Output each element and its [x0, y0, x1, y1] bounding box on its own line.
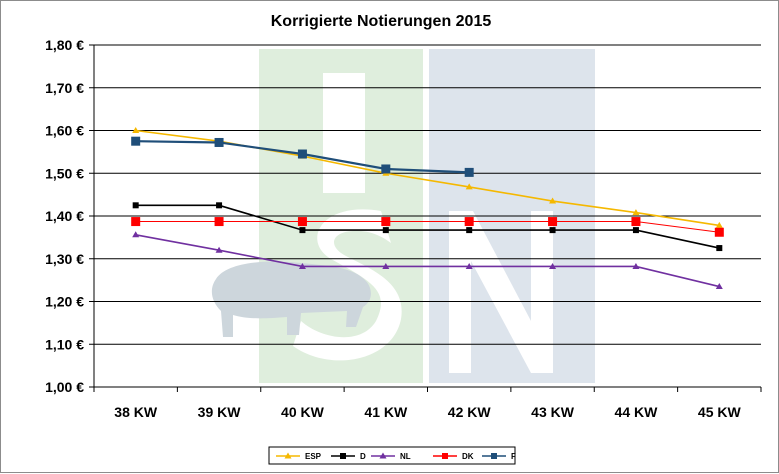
y-tick-label: 1,50 € [45, 165, 84, 181]
d-point [716, 245, 723, 252]
dk-point [714, 227, 724, 237]
watermark-i-letter [323, 73, 365, 193]
esp-point [715, 221, 723, 228]
nl-point [465, 262, 473, 269]
legend-dk-label: DK [462, 452, 474, 461]
y-tick-label: 1,00 € [45, 379, 84, 395]
y-axis-ticks: 1,00 € 1,10 € 1,20 € 1,30 € 1,40 € 1,50 € 1,60… [45, 37, 94, 395]
x-tick-label: 38 KW [114, 404, 158, 420]
nl-point [215, 246, 223, 253]
legend-item-d: D [331, 452, 366, 461]
d-point [299, 227, 306, 234]
series-dk [131, 217, 724, 237]
x-tick-label: 44 KW [615, 404, 659, 420]
dk-point [631, 217, 641, 227]
legend-item-f: F [482, 452, 516, 461]
series-layer [131, 127, 724, 290]
nl-point [715, 283, 723, 290]
watermark-pig-shape [211, 261, 371, 337]
f-point [464, 167, 474, 177]
legend-f-point [491, 453, 497, 459]
d-point [632, 227, 639, 234]
y-tick-label: 1,20 € [45, 294, 84, 310]
f-point [381, 164, 391, 174]
nl-point [549, 262, 557, 269]
x-tick-label: 42 KW [448, 404, 492, 420]
dk-point [131, 217, 141, 227]
nl-line [135, 234, 720, 288]
f-point [131, 136, 141, 146]
d-point [132, 202, 139, 209]
x-axis-ticks: 38 KW 39 KW 40 KW 41 KW 42 KW 43 KW 44 KW 45 KW [93, 387, 762, 420]
dk-point [381, 217, 391, 227]
d-line [135, 204, 720, 249]
series-nl [132, 231, 723, 290]
esp-point [465, 183, 473, 190]
x-tick-label: 39 KW [198, 404, 242, 420]
x-tick-label: 45 KW [698, 404, 742, 420]
d-point [549, 227, 556, 234]
gridlines [94, 44, 761, 345]
legend-d-label: D [360, 452, 366, 461]
legend-item-esp: ESP [276, 452, 322, 461]
y-tick-label: 1,10 € [45, 336, 84, 352]
nl-point [632, 262, 640, 269]
dk-line [135, 221, 720, 233]
dk-point [464, 217, 474, 227]
nl-point [382, 262, 390, 269]
legend-nl-label: NL [400, 452, 411, 461]
y-tick-label: 1,80 € [45, 37, 84, 53]
chart-title: Korrigierte Notierungen 2015 [271, 13, 492, 30]
dk-point [297, 217, 307, 227]
f-point [214, 137, 224, 147]
y-tick-label: 1,70 € [45, 80, 84, 96]
legend-f-label: F [511, 452, 516, 461]
f-point [297, 149, 307, 159]
esp-point [132, 127, 140, 133]
y-tick-label: 1,40 € [45, 208, 84, 224]
d-point [216, 202, 223, 209]
esp-point [632, 209, 640, 216]
watermark-s-letter [293, 209, 402, 361]
d-point [382, 227, 389, 234]
dk-point [214, 217, 224, 227]
legend: ESP D NL DK F [268, 446, 516, 465]
d-point [466, 227, 473, 234]
legend-esp-point [284, 452, 292, 459]
y-tick-label: 1,30 € [45, 251, 84, 267]
legend-esp-label: ESP [305, 452, 322, 461]
legend-item-nl: NL [371, 452, 411, 461]
x-tick-label: 40 KW [281, 404, 325, 420]
x-tick-label: 43 KW [531, 404, 575, 420]
esp-point [549, 197, 557, 204]
nl-point [298, 262, 306, 269]
legend-d-point [340, 453, 346, 459]
series-f [131, 136, 474, 177]
legend-nl-point [379, 452, 387, 459]
legend-dk-point [442, 453, 448, 459]
nl-point [132, 231, 140, 238]
dk-point [548, 217, 558, 227]
watermark-n-letter [449, 211, 553, 373]
legend-item-dk: DK [433, 452, 474, 461]
series-d [132, 202, 723, 252]
y-tick-label: 1,60 € [45, 123, 84, 139]
x-tick-label: 41 KW [364, 404, 408, 420]
